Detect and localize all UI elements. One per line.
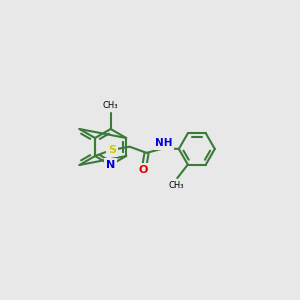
Text: N: N <box>106 160 115 170</box>
Text: NH: NH <box>155 138 173 148</box>
Text: O: O <box>139 165 148 175</box>
Text: CH₃: CH₃ <box>168 182 184 190</box>
Text: S: S <box>108 145 116 155</box>
Text: CH₃: CH₃ <box>103 101 118 110</box>
